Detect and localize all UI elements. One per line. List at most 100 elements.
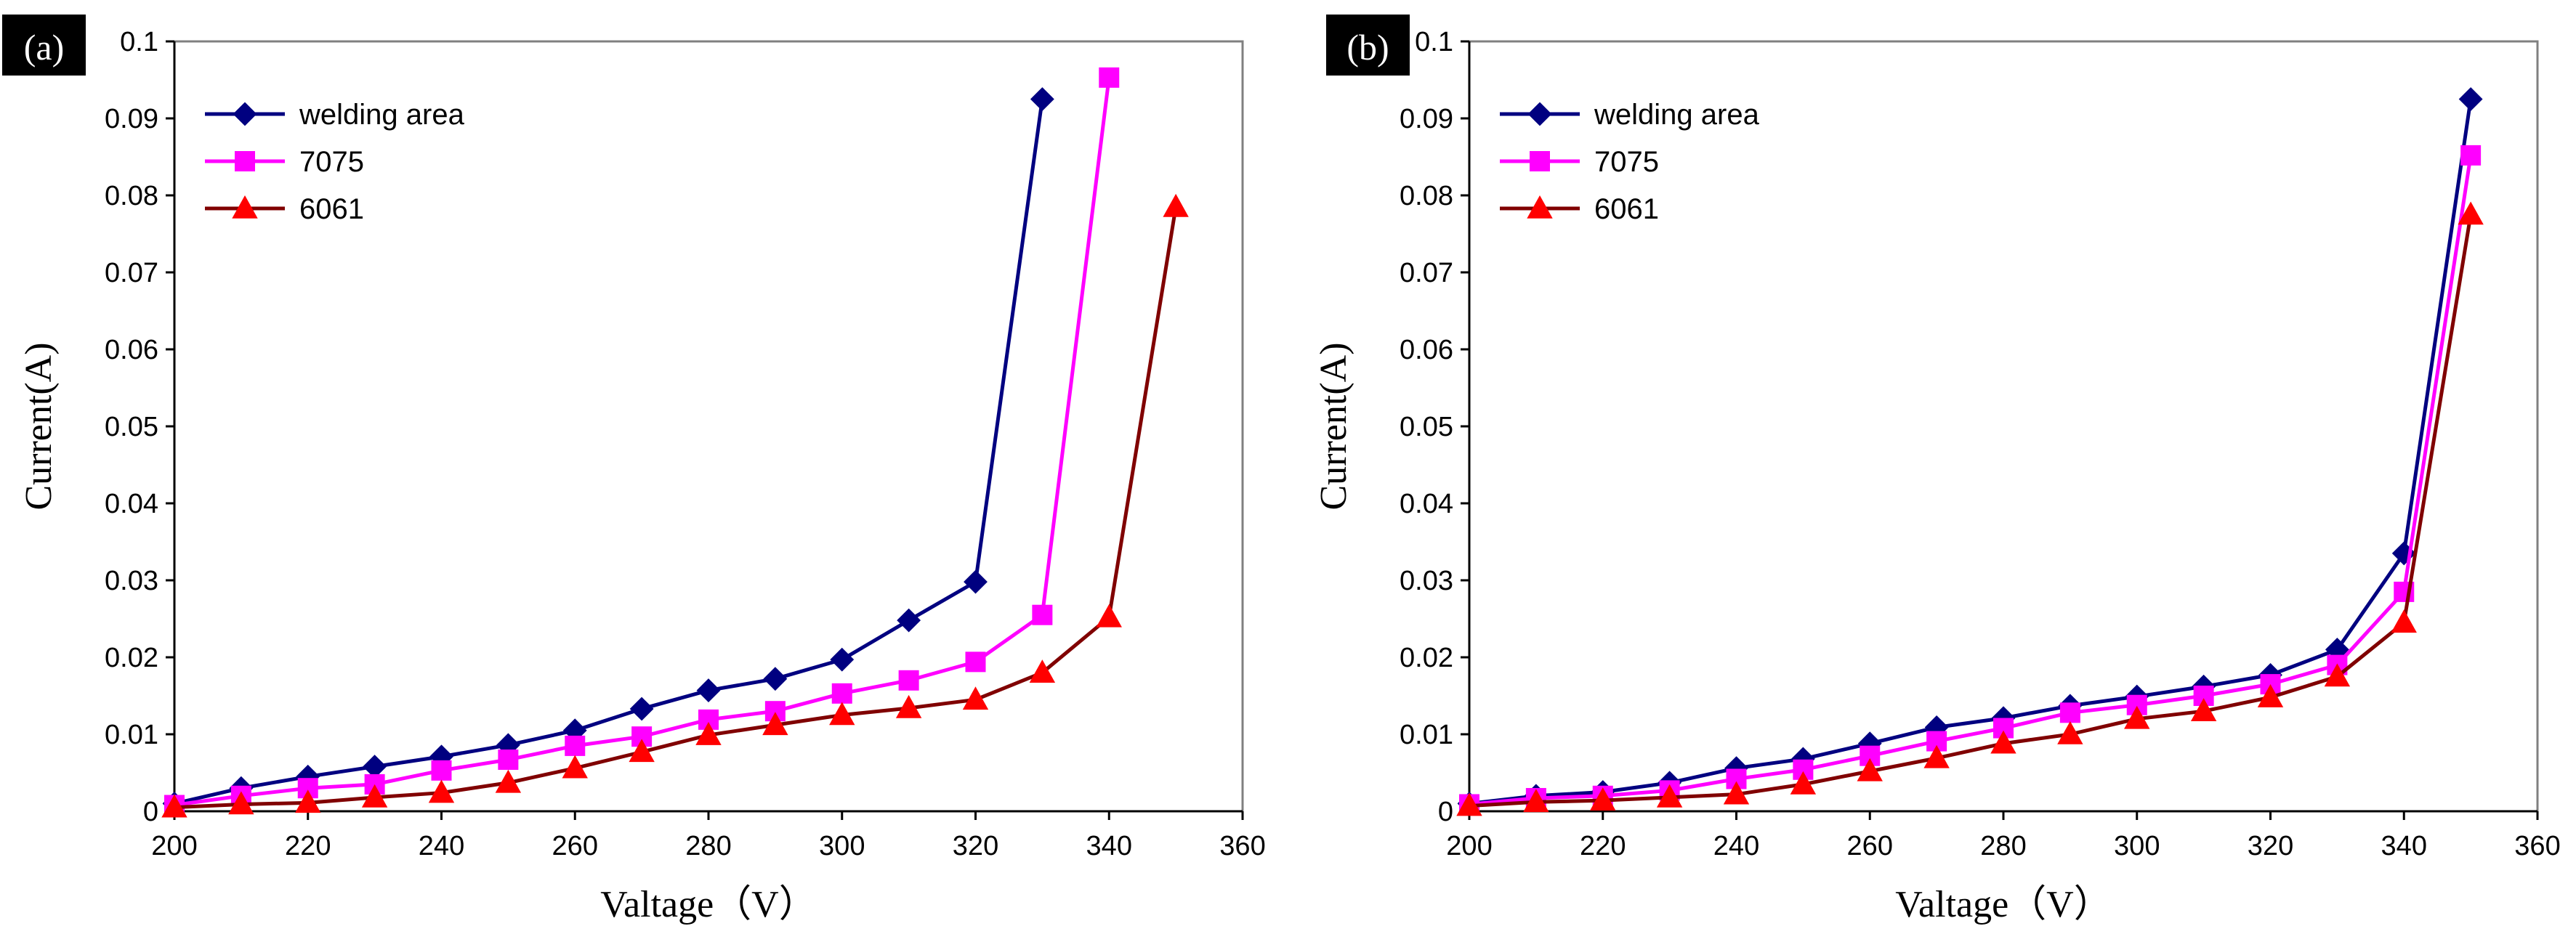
legend-marker [233,102,257,126]
series-line [174,99,1044,805]
series-3 [161,193,1189,818]
y-tick-label: 0.07 [1400,258,1453,288]
x-tick-label: 280 [1980,831,2026,861]
data-point [2458,201,2484,225]
data-point [898,670,919,691]
data-point [565,735,586,756]
data-point [1456,792,1482,816]
data-point [431,760,452,781]
y-tick-label: 0.08 [105,181,158,211]
data-point [1923,744,1950,768]
x-tick-label: 360 [2514,831,2560,861]
x-tick-label: 300 [2114,831,2160,861]
series-line [1469,99,2473,805]
y-tick-label: 0.02 [1400,643,1453,673]
data-point [1163,193,1189,217]
legend-marker [1530,151,1550,171]
data-point [830,647,855,672]
y-tick-label: 0.03 [105,566,158,596]
data-point [2059,702,2080,723]
y-tick-label: 0.1 [120,27,158,57]
x-tick-label: 320 [2248,831,2293,861]
y-axis-title: Current(A) [1313,342,1354,510]
y-tick-label: 0.04 [105,489,158,519]
y-tick-label: 0.01 [1400,720,1453,750]
data-point [895,694,922,718]
x-axis-title: Valtage（V） [600,884,816,925]
data-point [1656,784,1683,808]
series-line [1469,214,2473,808]
x-tick-label: 320 [953,831,998,861]
y-tick-label: 0.06 [1400,335,1453,365]
y-tick-label: 0 [143,797,158,827]
legend-marker [1527,195,1553,219]
x-tick-label: 240 [1713,831,1759,861]
y-tick-label: 0.09 [1400,104,1453,134]
y-tick-label: 0.02 [105,643,158,673]
data-point [1032,604,1053,625]
y-axis-title: Current(A) [18,342,60,510]
data-point [2458,87,2483,111]
data-point [965,651,986,673]
x-tick-label: 240 [419,831,464,861]
data-point [1790,771,1817,795]
data-point [696,678,721,702]
y-tick-label: 0.05 [105,412,158,442]
plot-area [1468,40,2539,813]
data-point [2126,694,2147,715]
data-point [1030,87,1054,111]
y-tick-label: 0.1 [1415,27,1453,57]
x-tick-label: 260 [552,831,598,861]
x-tick-label: 200 [1446,831,1492,861]
data-point [1096,604,1122,628]
data-point [562,755,588,779]
data-point [361,784,388,808]
data-point [1857,758,1883,781]
x-axis-title: Valtage（V） [1895,884,2111,925]
data-point [2391,609,2417,633]
legend-label: 7075 [1594,146,1659,178]
data-point [295,789,321,813]
data-point [2460,145,2482,166]
data-point [629,739,655,763]
x-tick-label: 200 [151,831,197,861]
data-point [1723,781,1750,805]
legend-marker [232,195,258,219]
data-point [762,712,788,736]
legend-label: 6061 [299,193,364,225]
legend-marker [235,151,255,171]
data-point [428,779,455,803]
legend: welding area 7075 6061 [205,99,465,225]
data-point [1099,67,1120,88]
data-point [1029,659,1056,683]
x-tick-label: 260 [1847,831,1893,861]
legend-marker [1527,102,1552,126]
data-point [964,569,988,594]
data-point [2257,684,2284,707]
series-line [174,206,1178,810]
x-tick-label: 280 [685,831,731,861]
y-tick-label: 0.05 [1400,412,1453,442]
data-point [962,686,989,710]
legend-label: 6061 [1594,193,1659,225]
series-3 [1456,201,2484,816]
data-point [2190,698,2217,721]
y-tick-label: 0.06 [105,335,158,365]
y-tick-label: 0.08 [1400,181,1453,211]
data-point [1590,787,1616,811]
data-point [2057,720,2083,744]
data-point [897,608,921,633]
x-tick-label: 340 [1086,831,1132,861]
chart-panel-b: 0 0.01 0.02 0.03 0.04 0.05 0.06 0.07 0.08 0.09 0.1… [1313,15,2561,925]
y-tick-label: 0.03 [1400,566,1453,596]
data-point [228,791,254,815]
data-point [1990,730,2016,754]
panel-label-box [2,15,86,76]
data-point [831,683,852,704]
chart-panels: 0 0.01 0.02 0.03 0.04 0.05 0.06 0.07 0.08 0.09 0.1… [2,15,2561,925]
legend-label: 7075 [299,146,364,178]
x-tick-label: 300 [819,831,865,861]
data-point [1523,789,1549,813]
y-tick-label: 0.07 [105,258,158,288]
